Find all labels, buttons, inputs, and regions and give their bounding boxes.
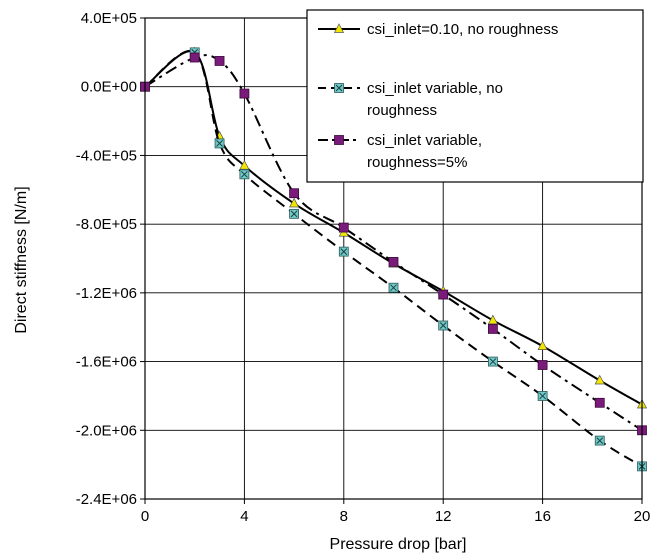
y-tick-label: -8.0E+05 [76,216,137,233]
data-point [333,23,345,33]
y-tick-label: -4.0E+05 [76,147,137,164]
legend-item: csi_inlet variable, no roughness [318,80,503,119]
data-point [438,320,449,331]
x-tick-label: 16 [534,508,551,525]
data-point [214,56,225,66]
data-point [487,356,498,367]
series-line [144,50,643,406]
data-point-cross [596,437,604,444]
y-tick-label: 4.0E+05 [81,10,137,27]
legend-box [306,9,644,183]
data-point-cross [489,358,497,365]
x-axis-title: Pressure drop [bar] [330,536,467,553]
data-point [338,222,349,233]
legend-label: roughness [367,102,437,119]
data-point [487,324,498,334]
data-point [537,360,548,370]
data-point [487,314,498,325]
tick-labels: 0 4 8 12 16 20 4.0E+05 0.0E+00 -4.0E+05 -8.0E+05 -… [76,10,651,525]
data-point [239,159,250,170]
data-point [438,289,449,300]
data-point [334,83,344,93]
data-point-cross [290,210,298,218]
y-axis-title: Direct stiffness [N/m] [13,186,30,333]
y-tick-label: -2.4E+06 [76,491,137,508]
data-point [239,169,250,180]
x-tick-label: 4 [240,508,248,525]
legend-label: roughness=5% [367,154,468,171]
data-point-cross [335,84,343,92]
data-point [388,282,399,293]
legend-label: csi_inlet variable, no [367,80,503,97]
data-point-cross [216,140,223,147]
data-point-cross [241,170,248,178]
data-point-cross [390,284,397,292]
data-point [289,208,300,219]
data-point [289,197,300,208]
data-point-cross [439,322,447,329]
legend-item: csi_inlet=0.10, no roughness [318,21,558,38]
data-point [189,52,200,63]
y-tick-label: -2.0E+06 [76,422,137,439]
data-point [334,135,344,145]
data-point [214,138,225,149]
legend-item: csi_inlet variable, roughness=5% [318,132,482,171]
data-point-cross [340,248,348,255]
series-line [144,49,643,468]
x-tick-label: 8 [340,508,348,525]
x-tick-label: 20 [634,508,651,525]
data-point [594,435,605,446]
data-point [338,246,349,257]
data-point-cross [539,392,546,400]
data-point [594,397,605,408]
legend-label: csi_inlet variable, [367,132,482,149]
y-tick-label: 0.0E+00 [81,79,137,96]
y-tick-label: -1.2E+06 [76,285,137,302]
data-point [239,88,250,99]
data-point [388,257,399,267]
x-tick-label: 12 [435,508,452,525]
x-tick-label: 0 [141,508,149,525]
y-tick-label: -1.6E+06 [76,354,137,371]
legend: csi_inlet=0.10, no roughness csi_inlet va… [306,9,644,183]
data-point [289,188,300,199]
data-point [594,374,605,385]
data-point [537,391,548,401]
legend-label: csi_inlet=0.10, no roughness [367,21,558,38]
data-point [537,340,548,350]
